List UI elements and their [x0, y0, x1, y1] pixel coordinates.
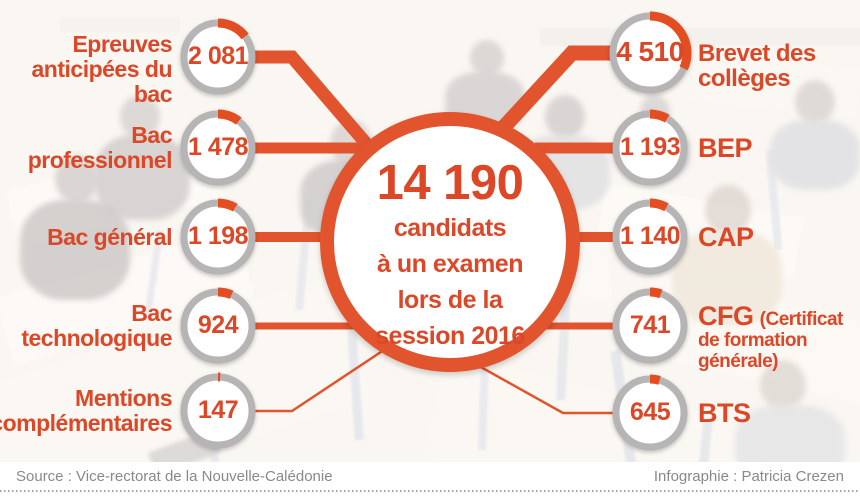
exam-circle-bac-g-n-ral: [179, 198, 257, 276]
footer: Source : Vice-rectorat de la Nouvelle-Ca…: [0, 462, 860, 496]
exam-label: Bac professionnel: [27, 122, 173, 173]
total-subtitle-line: lors de la: [397, 286, 503, 314]
exam-label-line: BTS: [698, 397, 751, 428]
exam-label: Mentions complémentaires: [0, 386, 172, 436]
exam-circle-brevet-des-coll-ges: [608, 11, 692, 95]
exam-count: 147: [197, 395, 239, 424]
circle-share-arc: [611, 374, 689, 452]
exam-circle-epreuves-anticip-es-du-bac: [179, 18, 257, 96]
exam-label-line: Bac: [131, 122, 172, 148]
circle-share-arc: [611, 287, 689, 365]
exam-circle-cap: [611, 198, 689, 276]
exam-count: 1 140: [619, 221, 681, 250]
exam-count: 1 478: [187, 132, 249, 161]
footer-dotted-line: [0, 490, 860, 492]
circle-share-arc: [179, 372, 257, 450]
exam-count: 924: [197, 310, 239, 339]
exam-label-line: CAP: [698, 221, 754, 252]
exam-label-acronym: CFG: [698, 301, 754, 331]
exam-label-line: BEP: [698, 132, 753, 163]
total-subtitle-line: session 2016: [375, 322, 525, 350]
exam-circle-cfg-certificat-de-formation-g-n-rale-: [611, 287, 689, 365]
total-circle-text: 14 190 candidats à un examen lors de la ses…: [320, 158, 580, 354]
total-subtitle: candidats à un examen lors de la session 20…: [320, 210, 580, 354]
infographic-credit: Infographie : Patricia Crezen: [653, 468, 844, 485]
exam-circle-mentions-compl-mentaires: [179, 372, 257, 450]
exam-label: Epreuves anticipées du bac: [0, 31, 173, 107]
circle-fill: [616, 203, 684, 271]
circle-share-arc: [611, 198, 689, 276]
exam-label-line: Mentions: [75, 385, 172, 411]
exam-label-line: Epreuves: [72, 31, 172, 57]
exam-count: 741: [629, 310, 671, 339]
exam-label-line: complémentaires: [0, 410, 172, 436]
exam-label: CFG (Certificat de formation générale): [698, 301, 860, 373]
circle-fill: [184, 114, 252, 182]
exam-label-line: professionnel: [27, 147, 173, 173]
exam-circle-bac-professionnel: [179, 109, 257, 187]
circle-fill: [184, 377, 252, 445]
circle-fill: [616, 114, 684, 182]
circle-share-arc: [179, 18, 257, 96]
exam-circle-bep: [611, 109, 689, 187]
exam-circle-bac-technologique: [179, 287, 257, 365]
circle-share-arc: [611, 109, 689, 187]
total-subtitle-line: à un examen: [377, 250, 523, 278]
exam-label-line: anticipées du bac: [31, 56, 173, 107]
exam-count: 1 198: [187, 221, 249, 250]
total-count: 14 190: [376, 156, 524, 210]
connector-line: [250, 334, 406, 413]
circle-share-arc: [179, 198, 257, 276]
circle-share-arc: [179, 287, 257, 365]
circle-share-arc: [179, 109, 257, 187]
exam-label: Bac technologique: [21, 301, 172, 351]
total-circle-fill: [322, 114, 578, 370]
exam-label-line: Brevet des collèges: [698, 39, 816, 92]
exam-circle-bts: [611, 374, 689, 452]
exam-count: 4 510: [616, 35, 684, 67]
total-circle: [320, 112, 580, 372]
exam-label-line: Bac général: [47, 223, 172, 250]
exam-count: 645: [629, 397, 671, 426]
exam-count: 2 081: [187, 41, 249, 70]
exam-label-detail: de formation générale): [698, 330, 808, 372]
exam-label-line: technologique: [21, 325, 172, 351]
exam-count: 1 193: [619, 132, 681, 161]
exam-label: Bac général: [47, 223, 172, 250]
circle-fill: [184, 23, 252, 91]
total-subtitle-line: candidats: [393, 214, 507, 242]
circle-fill: [184, 203, 252, 271]
circle-fill: [616, 292, 684, 360]
total-circle-ring: [320, 112, 580, 372]
circle-fill: [616, 379, 684, 447]
source-credit: Source : Vice-rectorat de la Nouvelle-Ca…: [16, 468, 333, 485]
circle-fill: [613, 16, 687, 90]
exam-label: CAP: [698, 221, 754, 252]
exam-label: BTS: [698, 397, 751, 428]
exam-label-line: Bac: [131, 300, 172, 326]
exam-circles: [179, 11, 692, 452]
exam-label: Brevet des collèges: [698, 41, 860, 91]
circle-share-arc: [608, 11, 692, 95]
exam-label-detail: (Certificat: [759, 309, 844, 330]
exam-label: BEP: [698, 132, 753, 163]
circle-fill: [184, 292, 252, 360]
